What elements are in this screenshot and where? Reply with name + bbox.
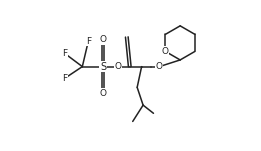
Text: O: O	[156, 62, 163, 71]
Text: O: O	[100, 89, 106, 98]
Text: F: F	[62, 74, 67, 83]
Text: S: S	[100, 62, 106, 72]
Text: F: F	[86, 37, 91, 46]
Text: O: O	[162, 47, 169, 56]
Text: F: F	[62, 49, 67, 58]
Text: O: O	[100, 35, 106, 44]
Text: O: O	[114, 62, 121, 71]
